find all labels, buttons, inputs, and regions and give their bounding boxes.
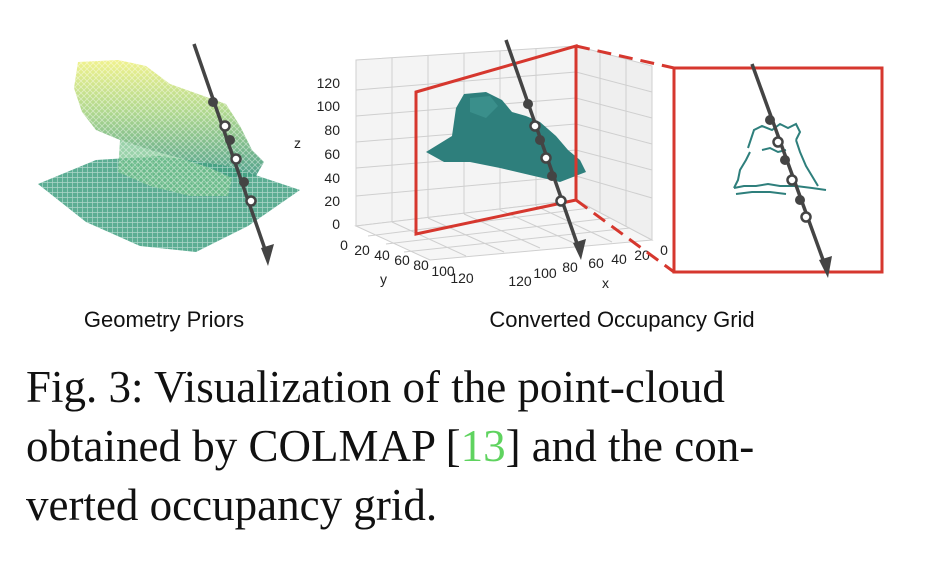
x-tick: 60	[588, 255, 604, 271]
ray-left	[192, 43, 274, 266]
y-tick: 0	[340, 237, 348, 253]
z-tick: 120	[317, 75, 341, 91]
x-tick: 120	[508, 273, 532, 289]
z-tick: 80	[324, 122, 340, 138]
y-tick: 20	[354, 242, 370, 258]
slice-frame	[672, 66, 884, 274]
left-panel-label: Geometry Priors	[84, 307, 244, 332]
ray-middle	[504, 39, 586, 260]
y-tick: 80	[413, 257, 429, 273]
x-tick: 80	[562, 259, 578, 275]
occupancy-slice-panel	[672, 63, 884, 278]
z-tick: 40	[324, 170, 340, 186]
x-tick: 40	[611, 251, 627, 267]
z-tick: 100	[317, 98, 341, 114]
y-axis-label: y	[380, 271, 387, 287]
caption-line-2-end: ] and the con-	[505, 421, 755, 471]
point-cloud	[38, 60, 300, 252]
y-tick: 100	[431, 263, 455, 279]
z-axis-ticks: 120 100 80 60 40 20 0	[317, 75, 341, 232]
x-tick: 100	[533, 265, 557, 281]
occupancy-3d-plot: 120 100 80 60 40 20 0 z 0 20 40 60 80 10…	[294, 39, 668, 291]
ray-right	[750, 63, 832, 278]
figure-caption: Fig. 3: Visualization of the point-cloud…	[26, 358, 906, 535]
z-tick: 0	[332, 216, 340, 232]
z-tick: 20	[324, 193, 340, 209]
z-tick: 60	[324, 146, 340, 162]
x-tick: 20	[634, 247, 650, 263]
citation-link[interactable]: 13	[460, 421, 506, 471]
y-tick: 60	[394, 252, 410, 268]
zoom-connectors	[575, 44, 675, 274]
x-tick: 0	[660, 242, 668, 258]
y-tick: 40	[374, 247, 390, 263]
caption-line-1: Fig. 3: Visualization of the point-cloud	[26, 362, 725, 412]
slice-occupancy	[733, 122, 827, 195]
y-tick: 120	[450, 270, 474, 286]
x-axis-label: x	[602, 275, 609, 291]
y-axis-ticks: 0 20 40 60 80 100 120	[340, 237, 474, 286]
point-cloud-panel: Geometry Priors	[38, 43, 300, 332]
caption-line-3: verted occupancy grid.	[26, 480, 438, 530]
caption-line-2: obtained by COLMAP [13] and the con-	[26, 417, 906, 476]
caption-line-2-start: obtained by COLMAP [	[26, 421, 461, 471]
right-panel-label: Converted Occupancy Grid	[489, 307, 754, 332]
figure-3: Geometry Priors	[38, 39, 884, 332]
x-axis-ticks: 120 100 80 60 40 20 0	[508, 242, 668, 289]
z-axis-label: z	[294, 135, 301, 151]
